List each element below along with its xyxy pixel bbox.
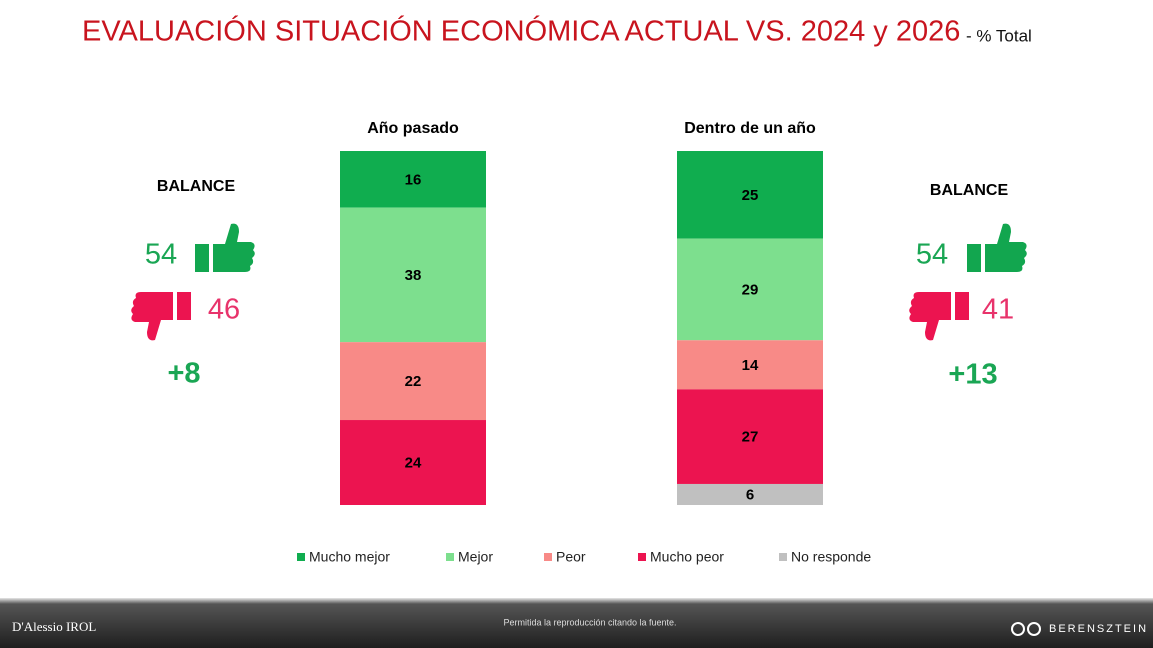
footer-logo-right: BERENSZTEIN — [1049, 623, 1148, 635]
legend-label: Mucho peor — [650, 549, 724, 565]
thumb-up-icon — [195, 223, 255, 272]
title: EVALUACIÓN SITUACIÓN ECONÓMICA ACTUAL VS… — [82, 15, 960, 48]
data-label: 16 — [405, 171, 422, 188]
balance-negative: 41 — [982, 294, 1014, 326]
data-label: 24 — [405, 454, 422, 471]
balance-net: +13 — [948, 359, 997, 391]
balance-net: +8 — [167, 358, 200, 390]
balance-positive: 54 — [916, 239, 948, 271]
footer-bar — [0, 598, 1153, 648]
footer-logo-left: D'Alessio IROL — [12, 619, 96, 634]
bar-segment — [677, 340, 823, 390]
balance-negative: 46 — [208, 294, 240, 326]
legend-swatch — [544, 553, 552, 561]
legend-swatch — [638, 553, 646, 561]
balance-label: BALANCE — [157, 178, 236, 195]
legend-label: Mejor — [458, 549, 493, 565]
bar-segment — [340, 207, 486, 343]
footer-logo-icon — [1011, 622, 1041, 636]
thumb-up-icon — [967, 223, 1027, 272]
legend-label: No responde — [791, 549, 871, 565]
category-label: Dentro de un año — [684, 120, 816, 137]
thumb-down-icon — [131, 292, 191, 341]
legend-swatch — [779, 553, 787, 561]
legend-label: Peor — [556, 549, 586, 565]
bar-segment — [677, 151, 823, 239]
bar-segment — [677, 483, 823, 505]
subtitle: - % Total — [966, 26, 1032, 45]
balance-label: BALANCE — [930, 182, 1009, 199]
legend-swatch — [446, 553, 454, 561]
thumb-down-icon — [909, 292, 969, 341]
category-label: Año pasado — [367, 120, 459, 137]
legend-label: Mucho mejor — [309, 549, 390, 565]
bar-segment — [340, 151, 486, 208]
bar-segment — [340, 342, 486, 421]
data-label: 14 — [742, 357, 759, 374]
data-label: 27 — [742, 429, 759, 446]
data-label: 6 — [746, 486, 754, 503]
legend-swatch — [297, 553, 305, 561]
data-label: 25 — [742, 187, 759, 204]
bar-segment — [677, 389, 823, 484]
data-label: 38 — [405, 267, 422, 284]
footer-note: Permitida la reproducción citando la fue… — [503, 617, 676, 627]
data-label: 22 — [405, 373, 422, 390]
balance-positive: 54 — [145, 239, 177, 271]
bar-segment — [340, 420, 486, 505]
bar-segment — [677, 238, 823, 341]
data-label: 29 — [742, 281, 759, 298]
